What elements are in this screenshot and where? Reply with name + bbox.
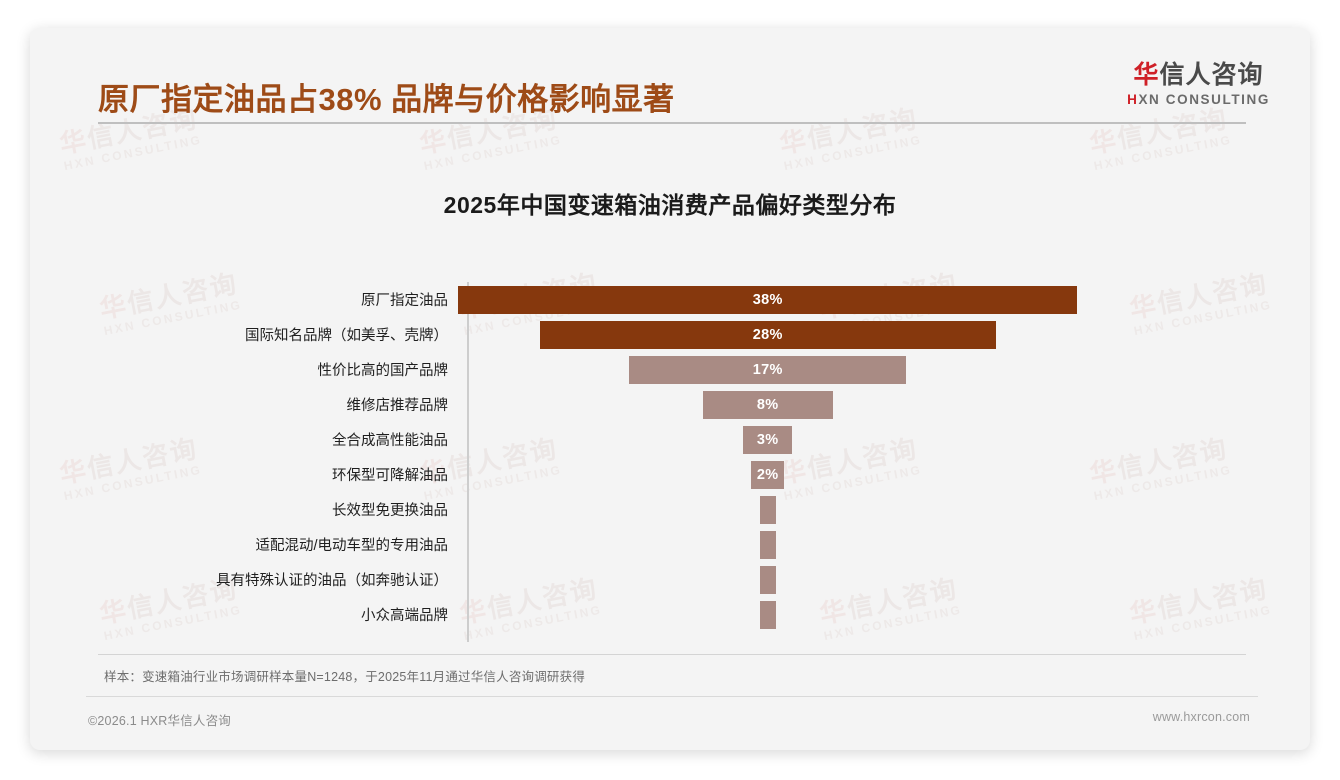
chart-bar-row: 性价比高的国产品牌 17% xyxy=(98,352,1246,387)
bar-track: 2% xyxy=(458,457,1246,492)
chart-bar[interactable] xyxy=(759,565,776,594)
header-divider xyxy=(98,122,1246,124)
chart-bar-row: 小众高端品牌 xyxy=(98,597,1246,632)
footnote-divider xyxy=(98,654,1246,655)
bar-value-label: 17% xyxy=(752,361,783,378)
chart-bar[interactable]: 2% xyxy=(751,460,784,489)
chart-bar[interactable]: 17% xyxy=(629,355,907,384)
chart-bar[interactable]: 38% xyxy=(458,285,1078,314)
bar-category-label: 维修店推荐品牌 xyxy=(346,398,449,414)
chart-bar[interactable] xyxy=(759,530,776,559)
bar-track: 28% xyxy=(458,317,1246,352)
chart-bar-row: 环保型可降解油品 2% xyxy=(98,457,1246,492)
logo-chinese: 华信人咨询 xyxy=(1127,61,1270,90)
bar-value-label: 3% xyxy=(756,431,779,448)
logo-cn-red: 华 xyxy=(1133,61,1160,89)
chart-bar-row: 长效型免更换油品 xyxy=(98,492,1246,527)
bar-category-label: 小众高端品牌 xyxy=(361,608,448,624)
bar-track xyxy=(458,562,1246,597)
category-axis-line xyxy=(467,282,469,642)
chart-container: 2025年中国变速箱油消费产品偏好类型分布 原厂指定油品 38% 国际知名品牌（如美… xyxy=(30,132,1310,672)
website-url: www.hxrcon.com xyxy=(1152,710,1250,724)
chart-bar[interactable] xyxy=(759,600,776,629)
bar-value-label: 28% xyxy=(752,326,783,343)
chart-bar-row: 维修店推荐品牌 8% xyxy=(98,387,1246,422)
bar-value-label: 8% xyxy=(756,396,779,413)
chart-bar-row: 原厂指定油品 38% xyxy=(98,282,1246,317)
bar-category-label: 长效型免更换油品 xyxy=(332,503,448,519)
logo-en-red: H xyxy=(1127,91,1139,107)
slide-canvas: 华信人咨询 HXN CONSULTING 华信人咨询 HXN CONSULTING 华信… xyxy=(30,28,1310,750)
bar-category-label: 全合成高性能油品 xyxy=(332,433,448,449)
footer-divider xyxy=(86,696,1258,697)
bar-value-label: 2% xyxy=(756,466,779,483)
chart-bar[interactable] xyxy=(759,495,776,524)
brand-logo: 华信人咨询 HXN CONSULTING xyxy=(1127,61,1270,107)
chart-bar-row: 适配混动/电动车型的专用油品 xyxy=(98,527,1246,562)
slide-header: 原厂指定油品占38% 品牌与价格影响显著 华信人咨询 HXN CONSULTIN… xyxy=(30,28,1310,132)
bar-track xyxy=(458,597,1246,632)
logo-cn-rest: 信人咨询 xyxy=(1159,61,1264,89)
bar-category-label: 具有特殊认证的油品（如奔驰认证） xyxy=(216,573,448,589)
chart-bar[interactable]: 28% xyxy=(539,320,996,349)
bar-category-label: 国际知名品牌（如美孚、壳牌） xyxy=(245,328,448,344)
bar-rows: 原厂指定油品 38% 国际知名品牌（如美孚、壳牌） 28% 性价比高的国产品牌 17% 维修… xyxy=(98,282,1246,632)
bar-category-label: 性价比高的国产品牌 xyxy=(317,363,449,379)
source-footnote: 样本：变速箱油行业市场调研样本量N=1248，于2025年11月通过华信人咨询调… xyxy=(104,670,586,684)
bar-category-label: 环保型可降解油品 xyxy=(332,468,448,484)
bar-track xyxy=(458,492,1246,527)
chart-bar[interactable]: 3% xyxy=(743,425,793,454)
bar-value-label: 38% xyxy=(752,291,783,308)
bar-track: 38% xyxy=(458,282,1246,317)
bar-category-label: 适配混动/电动车型的专用油品 xyxy=(255,538,448,554)
slide-footer: ©2026.1 HXR华信人咨询 www.hxrcon.com xyxy=(30,704,1310,744)
chart-title: 2025年中国变速箱油消费产品偏好类型分布 xyxy=(443,192,897,218)
chart-bar[interactable]: 8% xyxy=(702,390,833,419)
bar-track: 17% xyxy=(458,352,1246,387)
logo-en-rest: XN CONSULTING xyxy=(1138,91,1270,107)
bar-track: 3% xyxy=(458,422,1246,457)
chart-bar-row: 国际知名品牌（如美孚、壳牌） 28% xyxy=(98,317,1246,352)
page-title: 原厂指定油品占38% 品牌与价格影响显著 xyxy=(98,82,675,117)
chart-bar-row: 具有特殊认证的油品（如奔驰认证） xyxy=(98,562,1246,597)
copyright-text: ©2026.1 HXR华信人咨询 xyxy=(88,714,232,728)
chart-bar-row: 全合成高性能油品 3% xyxy=(98,422,1246,457)
chart-plot-area: 原厂指定油品 38% 国际知名品牌（如美孚、壳牌） 28% 性价比高的国产品牌 17% 维修… xyxy=(98,282,1246,642)
bar-track: 8% xyxy=(458,387,1246,422)
bar-category-label: 原厂指定油品 xyxy=(361,293,448,309)
bar-track xyxy=(458,527,1246,562)
logo-english: HXN CONSULTING xyxy=(1127,92,1270,107)
